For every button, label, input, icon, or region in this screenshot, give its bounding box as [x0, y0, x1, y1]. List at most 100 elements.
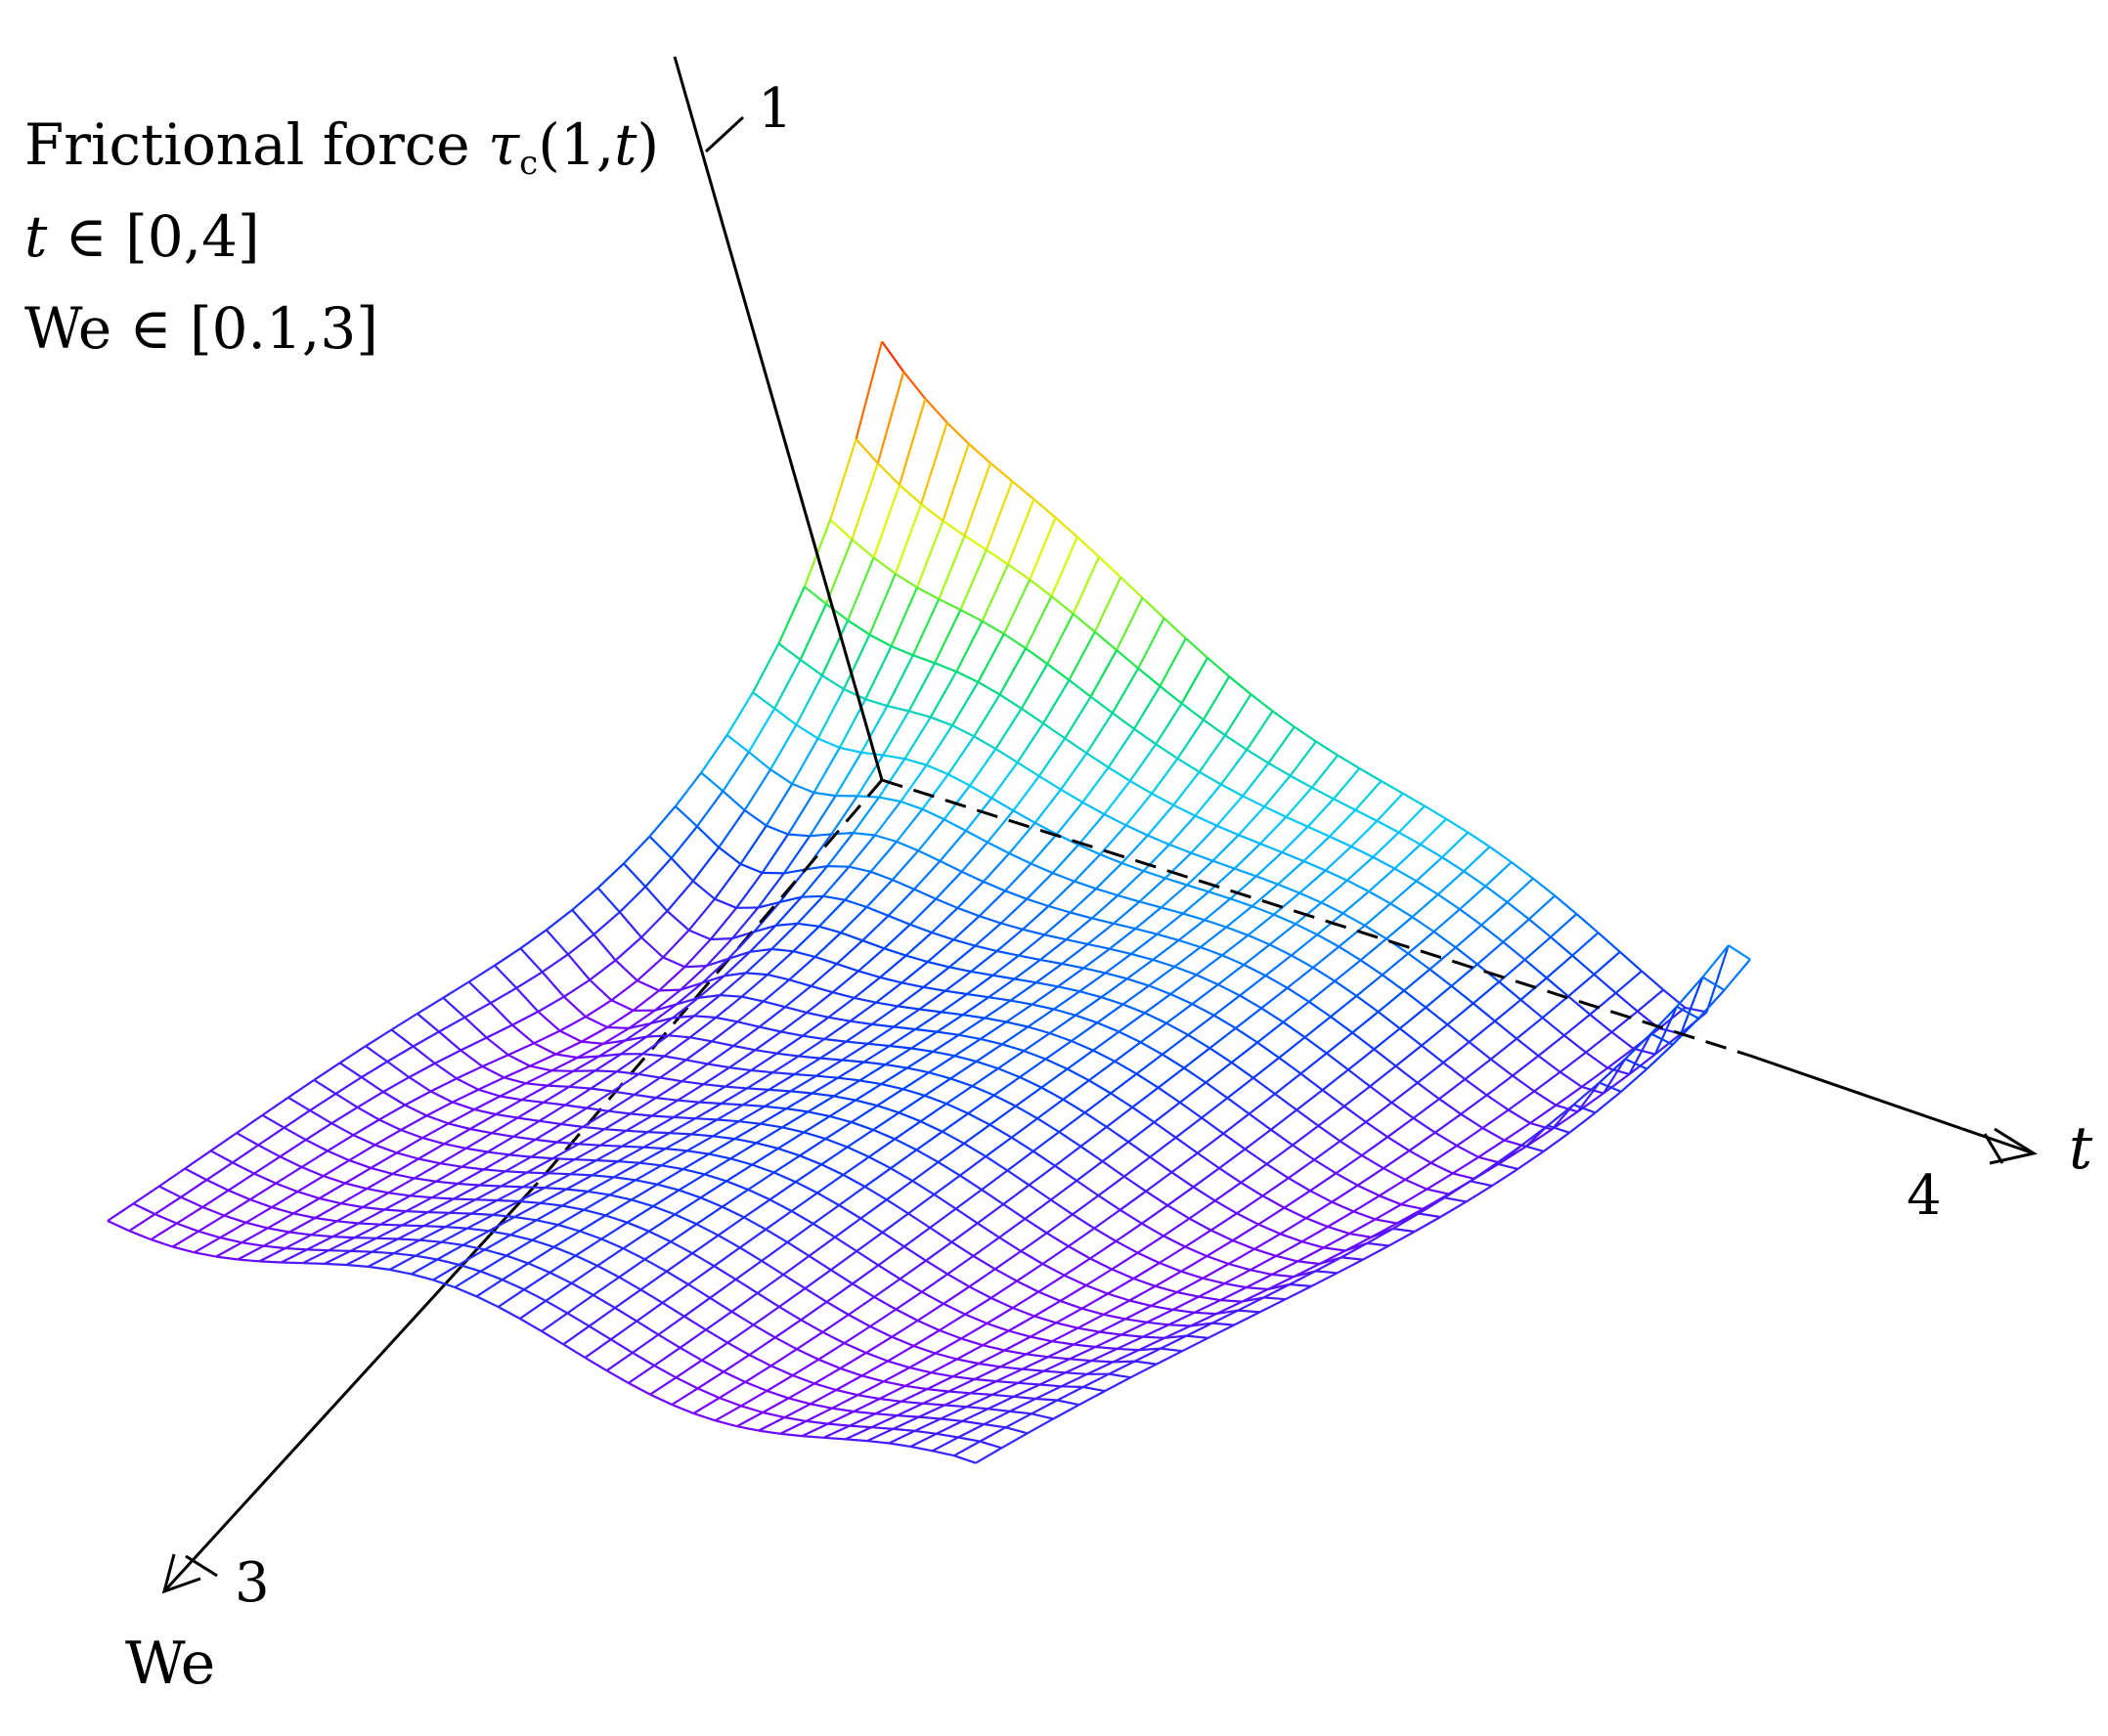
mesh-line-we [736, 1411, 764, 1428]
mesh-line-we [861, 1360, 889, 1377]
mesh-line-we [810, 1389, 837, 1406]
mesh-line-we [1258, 1298, 1287, 1314]
mesh-line-we [760, 1107, 787, 1125]
mesh-line-we [586, 1090, 614, 1109]
mesh-line-we [547, 1069, 574, 1087]
mesh-line-we [991, 954, 1020, 976]
mesh-line-we [1063, 1257, 1091, 1277]
mesh-line-we [978, 1349, 1005, 1365]
mesh-line-we [154, 1195, 182, 1216]
mesh-line-we [987, 809, 1015, 844]
mesh-line-we [1208, 867, 1236, 893]
mesh-line-we [697, 975, 725, 999]
mesh-line-we [733, 1122, 762, 1141]
mesh-line-we [594, 1053, 622, 1072]
mesh-line-t [617, 1160, 640, 1164]
mesh-line-we [931, 907, 959, 933]
mesh-line-we [275, 1166, 303, 1185]
mesh-line-we [550, 1057, 579, 1072]
mesh-line-t [1243, 964, 1266, 977]
mesh-line-t [813, 791, 836, 798]
mesh-line-we [778, 1287, 807, 1308]
mesh-line-we [865, 1335, 893, 1354]
mesh-line-t [1012, 1306, 1035, 1318]
mesh-line-t [763, 1000, 786, 1009]
mesh-line-we [834, 1217, 862, 1238]
mesh-line-t [1291, 954, 1314, 969]
mesh-line-t [456, 1077, 479, 1091]
mesh-line-we [465, 1132, 493, 1150]
mesh-line-t [1051, 1340, 1075, 1346]
mesh-line-t [475, 1295, 500, 1308]
mesh-line-t [953, 1454, 977, 1464]
mesh-line-we [696, 790, 725, 828]
mesh-line-we [1191, 983, 1219, 1005]
mesh-line-t [997, 1067, 1021, 1079]
mesh-line-we [893, 1008, 921, 1028]
mesh-line-t [1207, 657, 1230, 677]
mesh-line-we [522, 1172, 549, 1189]
mesh-line-t [965, 829, 988, 844]
mesh-line-t [898, 1111, 922, 1123]
mesh-line-t [864, 698, 888, 708]
mesh-line-t [710, 937, 733, 941]
mesh-line-t [1004, 1349, 1027, 1356]
mesh-line-we [1264, 954, 1293, 976]
mesh-line-t [1188, 1217, 1212, 1232]
mesh-line-t [1077, 1326, 1100, 1333]
mesh-line-we [1135, 1053, 1164, 1075]
mesh-line-t [628, 1381, 651, 1396]
mesh-line-t [1250, 693, 1274, 713]
mesh-line-we [817, 1342, 846, 1361]
mesh-line-t [466, 1227, 490, 1233]
mesh-line-we [1329, 808, 1356, 838]
mesh-line-we [821, 1314, 850, 1333]
mesh-line-t [1312, 966, 1336, 982]
mesh-line-t [228, 1189, 251, 1201]
mesh-line-t [910, 1445, 933, 1453]
mesh-line-we [508, 1138, 536, 1156]
annotation-line-3: We ∈ [0.1,3] [24, 295, 378, 362]
mesh-line-t [1333, 798, 1356, 811]
mesh-line-t [977, 680, 1001, 696]
mesh-line-we [747, 1171, 775, 1191]
mesh-line-we [1263, 774, 1292, 808]
mesh-line-t [1067, 1067, 1090, 1082]
mesh-line-we [804, 1269, 832, 1289]
mesh-line-we [975, 1043, 1003, 1063]
mesh-line-t [800, 1319, 823, 1333]
mesh-line-we [442, 980, 470, 999]
mesh-line-we [900, 764, 928, 803]
mesh-line-t [891, 1335, 914, 1347]
mesh-line-we [1214, 1181, 1242, 1202]
mesh-line-we [1027, 1417, 1054, 1435]
mesh-line-we [340, 1188, 368, 1205]
mesh-line-t [1034, 821, 1058, 836]
mesh-line-t [577, 1055, 599, 1060]
mesh-line-we [909, 1432, 938, 1448]
mesh-line-t [1103, 1313, 1126, 1321]
mesh-line-t [1467, 831, 1491, 848]
mesh-line-t [1247, 933, 1271, 946]
mesh-line-we [981, 563, 1010, 622]
mesh-line-we [670, 1223, 698, 1243]
mesh-line-t [767, 1389, 789, 1400]
mesh-line-t [309, 1109, 332, 1125]
mesh-line-we [775, 1034, 804, 1055]
mesh-line-t [484, 1248, 507, 1257]
mesh-line-t [1624, 1058, 1647, 1070]
mesh-line-we [1138, 1336, 1165, 1352]
mesh-line-we [454, 1270, 482, 1288]
mesh-line-we [158, 1167, 186, 1188]
mesh-line-t [745, 972, 769, 976]
mesh-line-we [1403, 968, 1431, 992]
mesh-line-t [847, 619, 871, 636]
mesh-line-we [279, 1139, 307, 1158]
mesh-line-we [922, 1390, 949, 1405]
mesh-line-we [449, 1198, 476, 1214]
mesh-line-we [928, 1055, 955, 1074]
mesh-line-t [494, 964, 517, 989]
mesh-line-we [638, 1148, 667, 1164]
mesh-line-we [822, 865, 851, 897]
mesh-line-we [458, 1248, 486, 1266]
